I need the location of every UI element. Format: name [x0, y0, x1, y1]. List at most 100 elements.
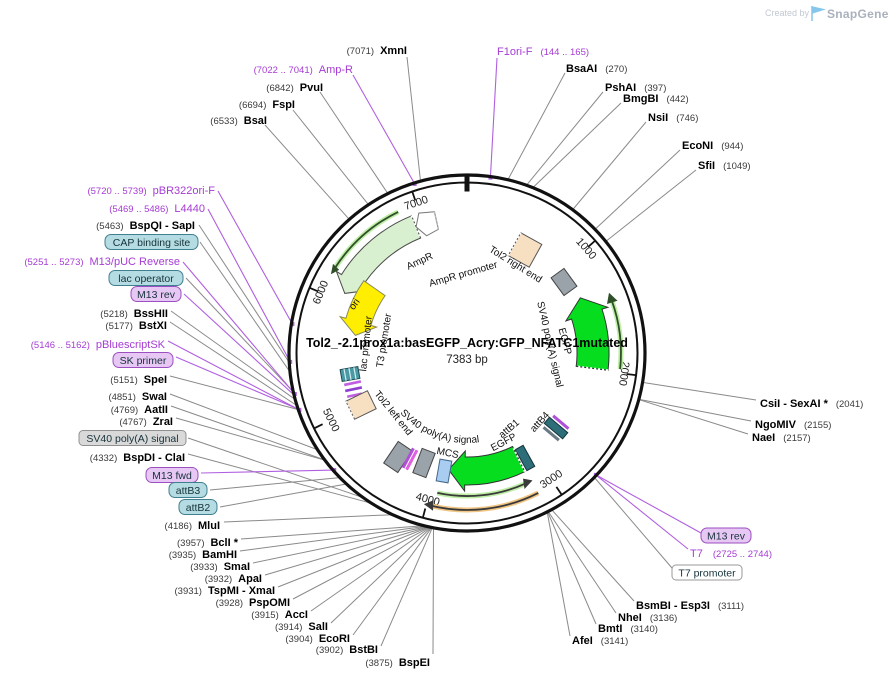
tick-label-3000: 3000	[538, 468, 565, 492]
acry-direction-arrowhead	[423, 500, 434, 511]
egfp-right-direction-arrowhead	[607, 292, 618, 304]
site-aatII[interactable]: (4769) AatII	[111, 404, 168, 416]
origin-zero-mark	[464, 175, 470, 192]
site-ecoRI[interactable]: (3904) EcoRI	[285, 633, 350, 645]
label-m13-fwd[interactable]: M13 fwd	[145, 467, 199, 483]
primer-l4440[interactable]: (5469 .. 5486) L4440	[109, 203, 205, 215]
primer-pbluescript[interactable]: (5146 .. 5162) pBluescriptSK	[31, 339, 166, 351]
tol2-left-end-boxes[interactable]	[382, 440, 436, 479]
lac-region-stack[interactable]	[339, 365, 377, 420]
site-fspI[interactable]: (6694) FspI	[239, 99, 295, 111]
egfp-right-direction-arc	[610, 299, 622, 370]
site-salI[interactable]: (3914) SalI	[275, 621, 328, 633]
site-csiI[interactable]: CsiI - SexAI * (2041)	[760, 398, 863, 410]
site-zraI[interactable]: (4767) ZraI	[119, 416, 173, 428]
label-cap-binding-site[interactable]: CAP binding site	[104, 234, 199, 250]
svg-text:attB3: attB3	[176, 485, 201, 497]
label-attb3[interactable]: attB3	[168, 482, 208, 498]
attb1-box[interactable]	[514, 444, 536, 472]
site-bssHII[interactable]: (5218) BssHII	[100, 308, 168, 320]
site-bclI[interactable]: (3957) BclI *	[177, 537, 239, 549]
site-smaI[interactable]: (3933) SmaI	[190, 561, 250, 573]
plasmid-title: Tol2_-2.1prox1a:basEGFP_Acry:GFP_NFATC1m…	[306, 336, 628, 350]
site-bamHI[interactable]: (3935) BamHI	[169, 549, 237, 561]
prox1a-direction-arc	[437, 482, 526, 497]
label-t7-promoter[interactable]: T7 promoter	[671, 564, 743, 581]
ampr-promoter-edge	[433, 211, 440, 230]
created-by-text: Created by	[765, 8, 810, 18]
site-naeI[interactable]: NaeI (2157)	[752, 432, 811, 444]
ampr-label[interactable]: AmpR	[405, 251, 435, 273]
svg-text:CAP binding site: CAP binding site	[113, 237, 191, 249]
site-bspDI[interactable]: (4332) BspDI - ClaI	[90, 452, 185, 464]
site-bsaI[interactable]: (6533) BsaI	[210, 115, 267, 127]
svg-text:SV40 poly(A) signal: SV40 poly(A) signal	[86, 433, 178, 445]
site-bmgBI[interactable]: BmgBI (442)	[623, 93, 689, 105]
site-pvuI[interactable]: (6842) PvuI	[266, 82, 323, 94]
label-m13-rev-left[interactable]: M13 rev	[130, 286, 182, 302]
site-bspEI[interactable]: (3875) BspEI	[365, 657, 430, 669]
site-ngoMIV[interactable]: NgoMIV (2155)	[755, 419, 831, 431]
site-bsaAI[interactable]: BsaAI (270)	[566, 63, 627, 75]
ampr-promoter-label[interactable]: AmpR promoter	[428, 259, 500, 289]
ori-arrow[interactable]	[338, 280, 386, 336]
label-sk-primer[interactable]: SK primer	[112, 352, 174, 368]
primer-t7[interactable]: T7 (2725 .. 2744)	[690, 548, 772, 560]
svg-text:lac operator: lac operator	[118, 273, 174, 285]
site-speI[interactable]: (5151) SpeI	[110, 374, 167, 386]
mcs-label[interactable]: MCS	[436, 446, 460, 461]
egfp-right-arrow[interactable]	[564, 297, 610, 371]
egfp-bottom-arrow[interactable]	[447, 445, 526, 493]
sv40-right-box[interactable]	[550, 267, 578, 297]
site-pshAI[interactable]: PshAI (397)	[605, 82, 666, 94]
primer-ampR[interactable]: (7022 .. 7041) Amp-R	[254, 64, 353, 76]
tol2-right-end-box[interactable]	[507, 232, 543, 268]
egfp-right-truncation-edge	[576, 365, 609, 372]
site-nsiI[interactable]: NsiI (746)	[648, 112, 698, 124]
svg-text:M13 rev: M13 rev	[137, 289, 176, 301]
site-bspQI[interactable]: (5463) BspQI - SapI	[96, 220, 195, 232]
site-bstXI[interactable]: (5177) BstXI	[105, 320, 167, 332]
plasmid-size: 7383 bp	[446, 354, 488, 366]
site-nheI[interactable]: NheI (3136)	[618, 612, 677, 624]
ampr-arrow[interactable]	[335, 215, 422, 294]
snapgene-brand-text: SnapGene	[827, 7, 889, 21]
ori-label[interactable]: ori	[347, 297, 362, 312]
primer-m13pucRev[interactable]: (5251 .. 5273) M13/pUC Reverse	[24, 256, 180, 268]
svg-text:M13 fwd: M13 fwd	[152, 470, 192, 482]
site-mluI[interactable]: (4186) MluI	[165, 520, 220, 532]
tick-label-6000: 6000	[311, 279, 331, 306]
label-sv40-polya-signal[interactable]: SV40 poly(A) signal	[78, 430, 187, 446]
label-attb2[interactable]: attB2	[178, 499, 218, 515]
site-xmnI[interactable]: (7071) XmnI	[347, 45, 407, 57]
primer-f1oriF[interactable]: F1ori-F (144 .. 165)	[497, 46, 589, 58]
label-m13-rev-right[interactable]: M13 rev	[700, 527, 752, 544]
primer-pbr322oriF[interactable]: (5720 .. 5739) pBR322ori-F	[87, 185, 215, 197]
site-tspMI[interactable]: (3931) TspMI - XmaI	[175, 585, 276, 597]
site-afeI[interactable]: AfeI (3141)	[572, 635, 628, 647]
site-bstBI[interactable]: (3902) BstBI	[316, 644, 378, 656]
egfp-bottom-truncation-edge	[511, 446, 526, 473]
ampr-promoter-arrow[interactable]	[415, 211, 439, 237]
site-bmtI[interactable]: BmtI (3140)	[598, 623, 658, 635]
attb4-box[interactable]	[541, 413, 571, 442]
site-accI[interactable]: (3915) AccI	[251, 609, 308, 621]
site-sfiI[interactable]: SfiI (1049)	[698, 160, 751, 172]
snapgene-flag-icon	[811, 6, 826, 21]
backbone-outer-ring[interactable]	[287, 173, 647, 533]
site-swaI[interactable]: (4851) SwaI	[108, 391, 167, 403]
svg-text:SK primer: SK primer	[120, 355, 167, 367]
site-apaI[interactable]: (3932) ApaI	[205, 573, 262, 585]
callout-lines-gray	[169, 56, 757, 655]
tick-label-7000: 7000	[403, 194, 430, 213]
site-ecoNI[interactable]: EcoNI (944)	[682, 140, 743, 152]
ampr-direction-arc	[334, 211, 399, 268]
svg-text:M13 rev: M13 rev	[707, 531, 746, 543]
snapgene-watermark: Created by SnapGene	[765, 6, 889, 21]
mcs-box[interactable]	[435, 458, 453, 484]
label-lac-operator[interactable]: lac operator	[108, 270, 184, 286]
site-pspOMI[interactable]: (3928) PspOMI	[216, 597, 290, 609]
site-bsmBI[interactable]: BsmBI - Esp3I (3111)	[636, 600, 744, 612]
